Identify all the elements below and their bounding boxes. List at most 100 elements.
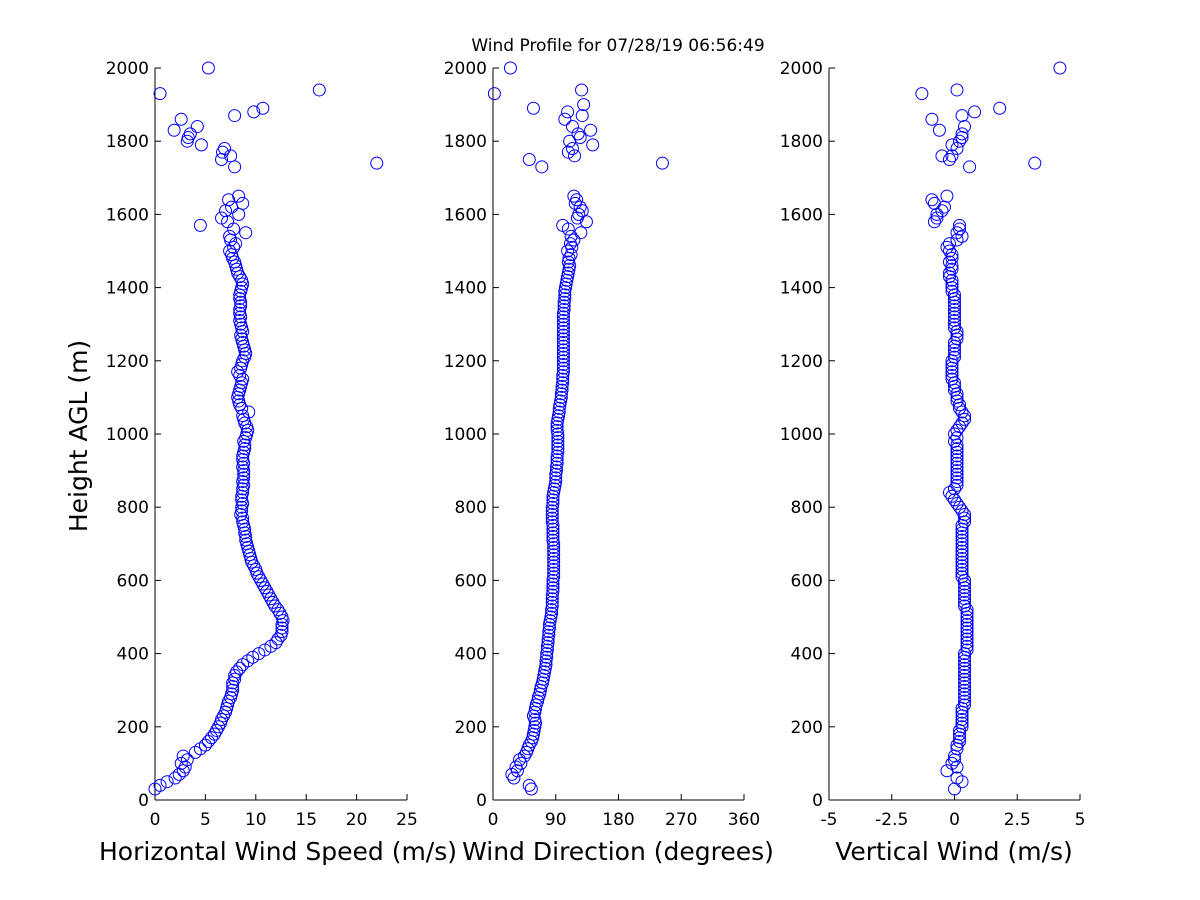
data-point	[958, 665, 972, 679]
data-point	[556, 346, 570, 360]
data-point	[216, 145, 230, 159]
data-point	[955, 544, 969, 558]
data-point	[958, 672, 972, 686]
data-point	[948, 493, 961, 507]
data-point	[940, 240, 954, 254]
data-point	[236, 515, 250, 529]
data-point	[942, 237, 956, 251]
x-tick-label: 270	[665, 810, 697, 830]
data-point	[503, 61, 517, 75]
data-point	[230, 665, 244, 679]
data-point	[557, 299, 571, 313]
data-point	[275, 625, 289, 639]
data-point	[958, 588, 972, 602]
data-point	[546, 526, 560, 540]
data-point	[236, 511, 250, 525]
data-point	[180, 753, 194, 767]
data-point	[168, 771, 182, 785]
data-point	[226, 680, 240, 694]
data-point	[948, 310, 961, 324]
y-tick-label: 1600	[106, 205, 149, 225]
data-point	[517, 749, 531, 763]
data-point	[556, 218, 570, 232]
data-point	[522, 778, 536, 792]
data-point	[561, 244, 575, 258]
y-tick-label: 1400	[780, 279, 823, 299]
data-point	[233, 368, 247, 382]
data-point	[556, 376, 570, 390]
y-tick-label: 400	[117, 645, 149, 665]
data-point	[275, 610, 289, 624]
data-point	[942, 255, 956, 269]
data-point	[948, 782, 961, 796]
data-point	[228, 672, 242, 686]
data-point	[551, 431, 565, 445]
data-point	[215, 712, 229, 726]
data-point	[256, 577, 270, 591]
data-point	[233, 306, 247, 320]
data-point	[950, 453, 964, 467]
y-tick-label: 0	[812, 791, 823, 811]
data-point	[945, 251, 959, 265]
data-point	[955, 566, 969, 580]
data-point	[942, 244, 956, 258]
data-point	[207, 727, 221, 741]
data-point	[945, 368, 959, 382]
data-point	[556, 336, 570, 349]
data-point	[233, 661, 247, 675]
data-point	[546, 529, 560, 543]
data-point	[546, 493, 560, 507]
data-point	[958, 691, 972, 705]
data-point	[201, 734, 215, 748]
x-tick-label: 5	[1075, 810, 1086, 830]
data-point	[238, 526, 252, 540]
data-point	[567, 189, 581, 203]
data-point	[958, 661, 972, 675]
data-point	[194, 138, 208, 152]
data-point	[153, 778, 167, 792]
data-point	[955, 540, 969, 554]
data-point	[236, 372, 250, 386]
data-point	[945, 756, 959, 770]
x-axis-label: Vertical Wind (m/s)	[835, 837, 1073, 866]
data-point	[153, 87, 167, 101]
data-point	[546, 533, 560, 547]
data-point	[218, 142, 232, 156]
data-point	[547, 555, 561, 569]
figure-title: Wind Profile for 07/28/19 06:56:49	[471, 36, 764, 56]
data-point	[555, 383, 569, 397]
data-point	[953, 734, 967, 748]
data-point	[239, 226, 253, 240]
data-point	[948, 303, 961, 317]
data-point	[950, 467, 964, 481]
data-point	[945, 489, 959, 503]
data-point	[584, 123, 598, 137]
data-point	[958, 698, 972, 712]
data-point	[958, 658, 972, 672]
data-point	[539, 658, 553, 672]
data-point	[955, 533, 969, 547]
data-point	[222, 193, 236, 207]
data-point	[955, 548, 969, 562]
data-point	[958, 592, 972, 606]
data-point	[948, 346, 961, 360]
data-point	[234, 328, 248, 342]
data-point	[958, 595, 972, 609]
data-point	[231, 365, 245, 379]
data-point	[950, 460, 964, 474]
y-tick-label: 400	[455, 645, 487, 665]
data-point	[545, 592, 559, 606]
data-point	[160, 775, 174, 789]
data-point	[268, 599, 282, 613]
data-point	[271, 603, 285, 617]
data-point	[955, 559, 969, 573]
data-point	[945, 138, 959, 152]
x-tick-label: 360	[728, 810, 760, 830]
data-point	[545, 504, 559, 518]
data-point	[237, 467, 251, 481]
data-point	[547, 551, 561, 565]
data-point	[958, 680, 972, 694]
data-point	[573, 200, 587, 214]
y-tick-label: 200	[455, 718, 487, 738]
